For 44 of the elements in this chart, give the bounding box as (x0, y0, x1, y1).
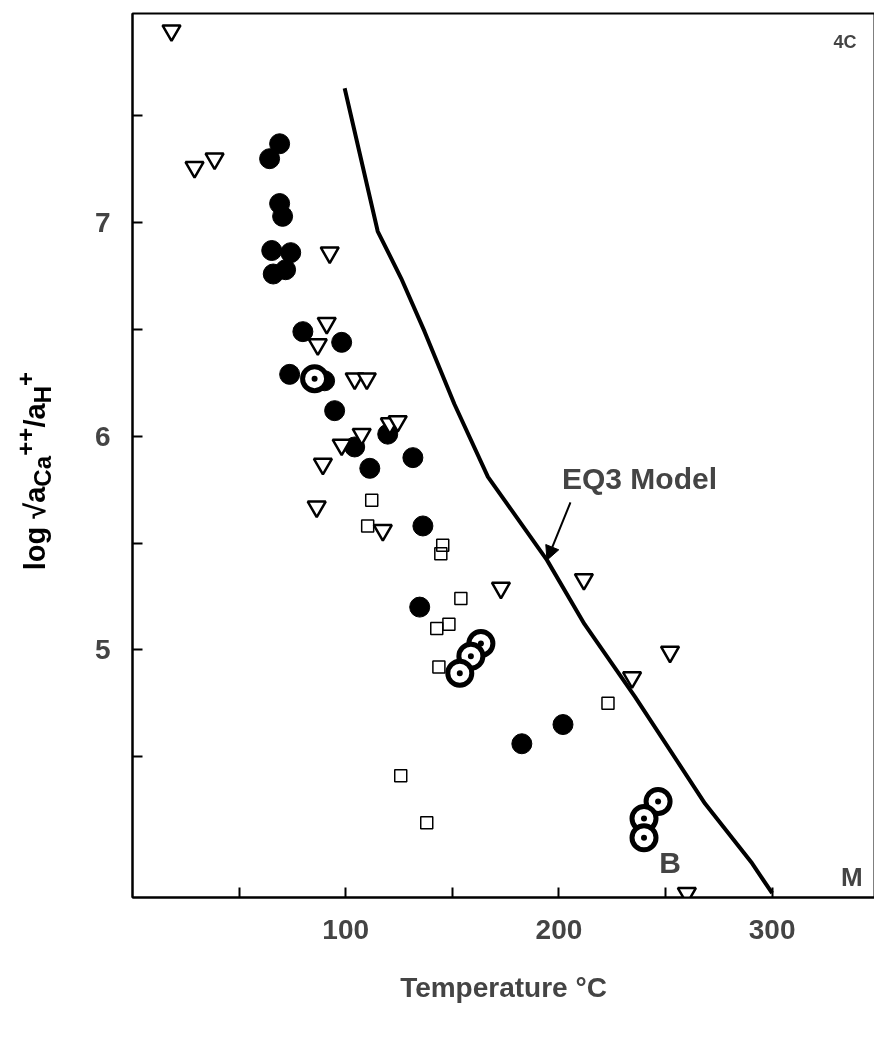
point (552, 714, 574, 736)
x-tick-label: 200 (535, 913, 583, 945)
point (629, 823, 659, 853)
point (269, 133, 291, 155)
point (261, 240, 283, 261)
y-tick-label: 7 (94, 207, 111, 239)
point (360, 519, 375, 533)
annotation: B (659, 845, 681, 879)
point (419, 816, 434, 830)
point (364, 493, 379, 508)
y-tick-label: 5 (94, 634, 111, 666)
annotation: 4C (833, 31, 857, 52)
x-tick-label: 100 (322, 913, 370, 945)
point (324, 400, 346, 422)
point (442, 617, 456, 631)
point (393, 769, 408, 783)
point (292, 321, 314, 343)
point (511, 733, 533, 755)
annotation: M (841, 861, 863, 892)
point (601, 696, 615, 710)
y-tick-label: 6 (94, 420, 111, 452)
point (259, 148, 281, 170)
point (402, 447, 424, 469)
point (643, 786, 673, 816)
x-axis-title: Temperature °C (400, 971, 607, 1003)
point (184, 160, 205, 179)
point (279, 363, 301, 385)
x-tick-label: 300 (748, 913, 796, 945)
point (445, 658, 475, 688)
point (409, 596, 431, 618)
point (331, 331, 353, 353)
point (434, 546, 448, 561)
point (430, 621, 444, 636)
point (280, 242, 302, 264)
point (412, 515, 434, 537)
point (275, 259, 297, 281)
point (359, 457, 381, 479)
point (272, 205, 294, 227)
point (435, 538, 450, 552)
point (300, 364, 330, 394)
point (454, 591, 468, 606)
point (432, 660, 446, 674)
annotation: EQ3 Model (562, 462, 718, 496)
point (387, 414, 408, 433)
